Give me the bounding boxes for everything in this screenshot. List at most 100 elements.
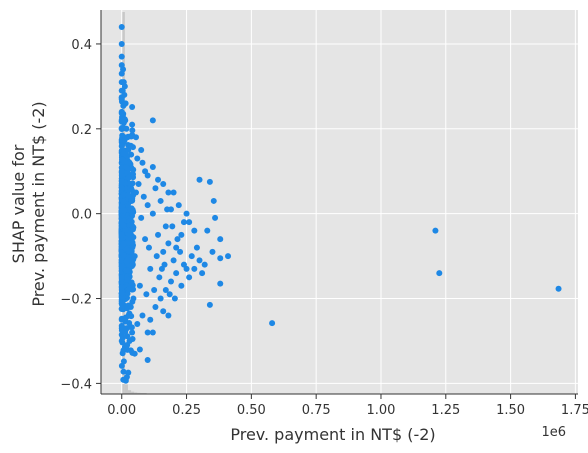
scatter-point <box>157 197 164 204</box>
scatter-point <box>136 346 143 353</box>
scatter-point <box>432 227 439 234</box>
scatter-point <box>118 23 125 30</box>
scatter-point <box>155 231 162 238</box>
scatter-point <box>165 240 172 247</box>
scatter-point <box>139 159 146 166</box>
scatter-point <box>157 295 164 302</box>
scatter-point <box>126 337 133 344</box>
scatter-point <box>140 193 147 200</box>
scatter-point <box>210 197 217 204</box>
scatter-point <box>165 312 172 319</box>
y-tick-label: 0.2 <box>71 123 92 138</box>
scatter-point <box>130 224 137 231</box>
scatter-point <box>177 248 184 255</box>
scatter-point <box>206 301 213 308</box>
scatter-point <box>186 274 193 281</box>
scatter-point <box>124 333 131 340</box>
scatter-point <box>118 305 125 312</box>
scatter-point <box>128 164 135 171</box>
scatter-point <box>162 223 169 230</box>
scatter-point <box>147 265 154 272</box>
scatter-point <box>118 168 125 175</box>
scatter-point <box>118 325 125 332</box>
scatter-point <box>120 117 127 124</box>
scatter-point <box>131 350 138 357</box>
scatter-point <box>129 121 136 128</box>
scatter-point <box>144 357 151 364</box>
scatter-point <box>120 66 127 73</box>
scatter-point <box>120 347 127 354</box>
scatter-point <box>118 53 125 60</box>
scatter-point <box>132 134 139 141</box>
scatter-point <box>225 253 232 260</box>
x-tick-label: 1.75 <box>561 403 588 418</box>
scatter-point <box>153 253 160 260</box>
scatter-point <box>120 368 127 375</box>
scatter-point <box>138 214 145 221</box>
scatter-point <box>173 244 180 251</box>
scatter-point <box>123 374 130 381</box>
histogram-bar <box>124 384 128 394</box>
scatter-point <box>193 244 200 251</box>
scatter-point <box>120 241 127 248</box>
scatter-point <box>160 248 167 255</box>
scatter-point <box>118 316 125 323</box>
scatter-point <box>135 180 142 187</box>
scatter-point <box>126 286 133 293</box>
scatter-point <box>178 231 185 238</box>
scatter-point <box>171 295 178 302</box>
scatter-point <box>147 316 154 323</box>
scatter-point <box>124 134 131 141</box>
scatter-point <box>162 287 169 294</box>
x-tick-label: 0.00 <box>107 403 136 418</box>
histogram-bar <box>127 390 132 394</box>
scatter-point <box>217 280 224 287</box>
scatter-point <box>169 223 176 230</box>
scatter-point <box>269 320 276 327</box>
scatter-point <box>118 231 125 238</box>
x-tick-label: 0.25 <box>172 403 201 418</box>
scatter-points <box>118 23 562 384</box>
scatter-point <box>138 147 145 154</box>
scatter-point <box>123 258 130 265</box>
scatter-point <box>131 253 138 260</box>
scatter-point <box>136 282 143 289</box>
grid-lines <box>101 10 578 394</box>
scatter-point <box>128 324 135 331</box>
scatter-point <box>149 329 156 336</box>
scatter-point <box>123 325 130 332</box>
scatter-point <box>118 274 125 281</box>
scatter-point <box>152 185 159 192</box>
scatter-point <box>166 291 173 298</box>
scatter-point <box>126 206 133 213</box>
scatter-point <box>555 285 562 292</box>
y-tick-label: 0.4 <box>71 38 92 53</box>
scatter-point <box>152 304 159 311</box>
scatter-point <box>180 219 187 226</box>
scatter-point <box>118 184 125 191</box>
scatter-point <box>199 270 206 277</box>
y-tick-label: 0.0 <box>71 208 92 223</box>
scatter-point <box>206 178 213 185</box>
scatter-point <box>126 319 133 326</box>
scatter-point <box>125 174 132 181</box>
scatter-point <box>191 227 198 234</box>
scatter-point <box>118 108 125 115</box>
x-axis-offset-label: 1e6 <box>541 425 566 440</box>
scatter-point <box>158 265 165 272</box>
scatter-point <box>436 270 443 277</box>
scatter-point <box>122 100 129 107</box>
scatter-point <box>118 40 125 47</box>
y-tick-label: −0.4 <box>60 377 92 392</box>
x-tick-label: 1.50 <box>496 403 525 418</box>
scatter-point <box>173 270 180 277</box>
scatter-point <box>191 265 198 272</box>
scatter-point <box>149 163 156 170</box>
scatter-point <box>127 304 134 311</box>
scatter-point <box>132 189 139 196</box>
scatter-point <box>123 125 130 132</box>
scatter-point <box>144 172 151 179</box>
scatter-point <box>174 236 181 243</box>
scatter-point <box>144 202 151 209</box>
